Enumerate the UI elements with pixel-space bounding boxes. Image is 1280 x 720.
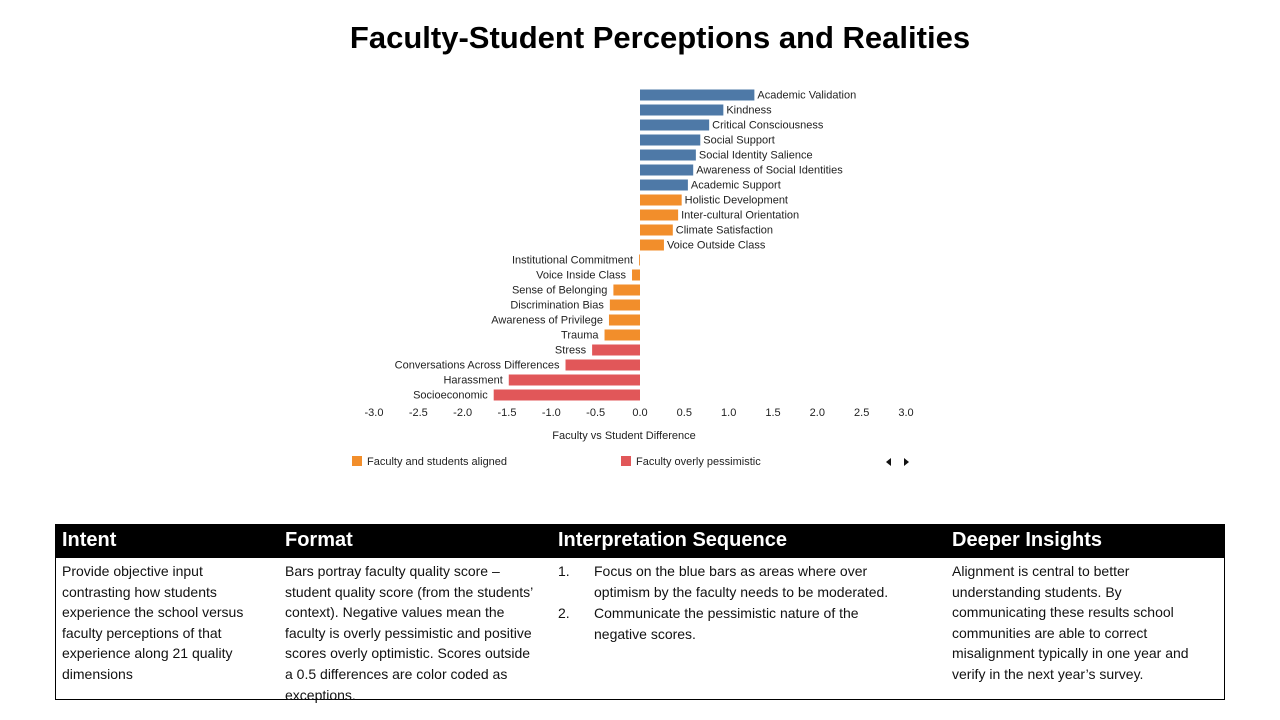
bar-label: Social Identity Salience <box>699 149 813 161</box>
bar-label: Awareness of Privilege <box>491 314 603 326</box>
legend-swatch <box>621 456 631 466</box>
column-header: Format <box>285 529 353 551</box>
bar <box>493 389 640 401</box>
bar <box>613 284 640 296</box>
bar-label: Inter-cultural Orientation <box>681 209 799 221</box>
list-text: Focus on the blue bars as areas where ov… <box>594 563 889 600</box>
bar <box>640 179 688 191</box>
x-tick-label: 1.0 <box>721 407 736 419</box>
bar <box>632 269 640 281</box>
x-tick-label: 3.0 <box>898 407 913 419</box>
bar <box>640 194 682 206</box>
x-axis-label: Faculty vs Student Difference <box>552 430 695 442</box>
bar-label: Conversations Across Differences <box>395 359 560 371</box>
bar <box>640 224 673 236</box>
info-table: Intent Format Interpretation Sequence Deepe… <box>55 524 1225 703</box>
list-text: Communicate the pessimistic nature of th… <box>594 605 859 642</box>
x-tick-label: 2.5 <box>854 407 869 419</box>
next-arrow[interactable] <box>904 458 909 466</box>
bar <box>565 359 640 371</box>
list-marker: 2. <box>558 605 570 622</box>
bar <box>508 374 640 386</box>
bar <box>608 314 640 326</box>
legend-label: Faculty and students aligned <box>367 456 507 468</box>
chart: -3.0 -2.5 -2.0 -1.5 -1.0 -0.5 0.0 0.5 1.0 1.5 2.0 2… <box>352 89 914 468</box>
x-tick-label: -2.0 <box>453 407 472 419</box>
bar-label: Social Support <box>703 134 775 146</box>
slide-title: Faculty-Student Perceptions and Realitie… <box>349 20 971 55</box>
bar-label: Academic Validation <box>757 89 856 101</box>
format-text: Bars portray faculty quality score – stu… <box>285 563 533 703</box>
x-tick-label: 0.0 <box>632 407 647 419</box>
bar-label: Voice Inside Class <box>536 269 626 281</box>
bar-label: Sense of Belonging <box>512 284 607 296</box>
bar <box>640 119 710 131</box>
list-item: 1. Focus on the blue bars as areas where … <box>558 561 903 602</box>
bar <box>640 149 696 161</box>
bar <box>640 239 664 251</box>
table-header: Intent Format Interpretation Sequence Deepe… <box>56 525 1224 558</box>
list-item: 2. Communicate the pessimistic nature of … <box>558 603 903 644</box>
prev-arrow[interactable] <box>886 458 891 466</box>
column-header: Intent <box>62 529 117 551</box>
bar <box>609 299 640 311</box>
list-marker: 1. <box>558 563 570 579</box>
insights-text: Alignment is central to better understan… <box>952 563 1189 682</box>
x-tick-label: -1.5 <box>498 407 517 419</box>
bar-label: Harassment <box>443 374 502 386</box>
column-header: Deeper Insights <box>952 529 1103 551</box>
bar <box>640 89 755 101</box>
bar <box>604 329 640 341</box>
intent-text: Provide objective input contrasting how … <box>62 563 244 682</box>
bar-label: Trauma <box>561 329 599 341</box>
bar-label: Socioeconomic <box>413 389 488 401</box>
x-tick-label: 1.5 <box>765 407 780 419</box>
legend-swatch <box>352 456 362 466</box>
x-tick-label: -1.0 <box>542 407 561 419</box>
interpretation-list: 1. Focus on the blue bars as areas where … <box>558 561 903 645</box>
bar <box>592 344 640 356</box>
bar <box>640 209 679 221</box>
column-header: Interpretation Sequence <box>558 529 787 551</box>
legend-label: Faculty overly pessimistic <box>636 456 761 468</box>
bar-label: Awareness of Social Identities <box>696 164 843 176</box>
bar <box>640 104 724 116</box>
bar-label: Kindness <box>726 104 772 116</box>
bar <box>639 254 640 266</box>
x-tick-label: 0.5 <box>677 407 692 419</box>
bar-label: Institutional Commitment <box>512 254 633 266</box>
x-tick-label: -0.5 <box>586 407 605 419</box>
x-tick-label: -2.5 <box>409 407 428 419</box>
bar-label: Voice Outside Class <box>667 239 766 251</box>
bar <box>640 134 701 146</box>
x-tick-label: 2.0 <box>810 407 825 419</box>
bar <box>640 164 694 176</box>
x-tick-label: -3.0 <box>365 407 384 419</box>
bar-label: Discrimination Bias <box>510 299 604 311</box>
bar-label: Holistic Development <box>685 194 788 206</box>
bar-label: Critical Consciousness <box>712 119 824 131</box>
bar-label: Academic Support <box>691 179 781 191</box>
bar-label: Stress <box>555 344 587 356</box>
bar-label: Climate Satisfaction <box>676 224 773 236</box>
